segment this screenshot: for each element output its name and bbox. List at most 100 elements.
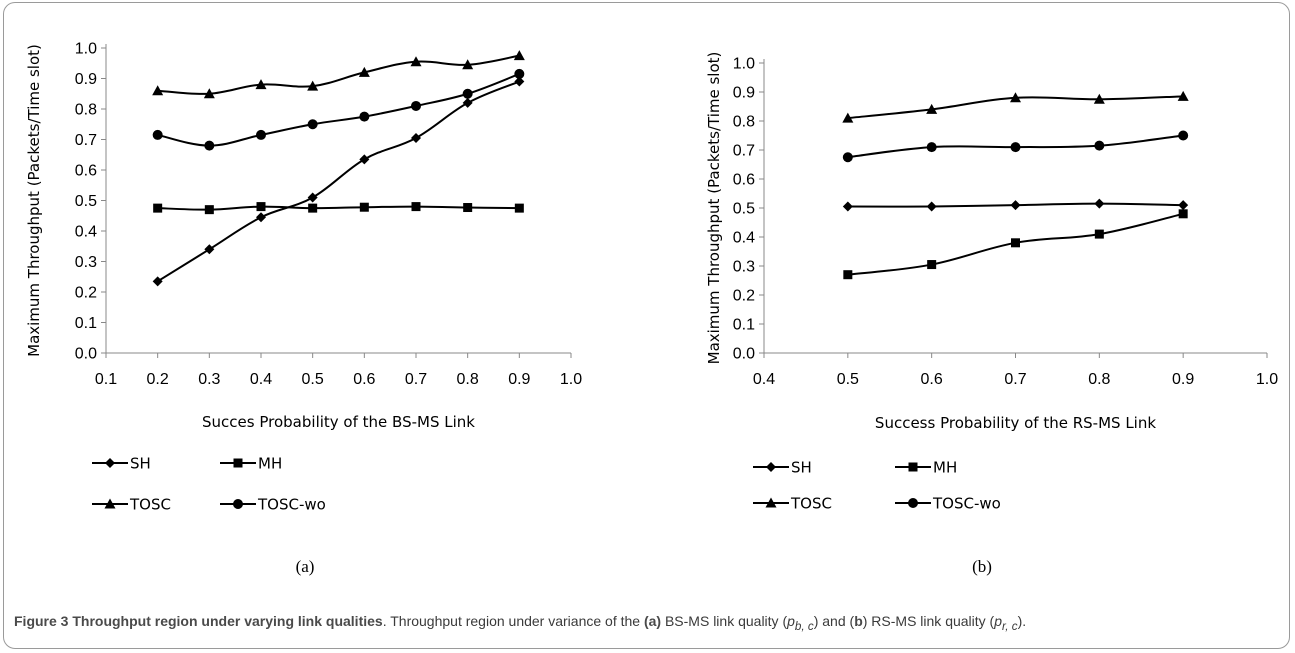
legend-marker-tosc xyxy=(765,497,777,508)
caption-text: . Throughput region under variance of th… xyxy=(382,613,644,629)
x-tick-label: 0.5 xyxy=(837,371,859,388)
legend-label-sh: SH xyxy=(130,455,151,473)
y-tick-label: 0.0 xyxy=(75,346,97,363)
x-tick-label: 0.1 xyxy=(95,371,117,388)
data-point-tosc xyxy=(842,112,854,123)
y-tick-label: 0.9 xyxy=(733,85,755,102)
data-point-tosc xyxy=(307,80,319,91)
data-point-mh xyxy=(359,202,369,212)
legend-label-tosc-wo: TOSC-wo xyxy=(257,496,326,514)
x-tick-label: 0.8 xyxy=(1088,371,1110,388)
caption-subscript: r, c xyxy=(1002,619,1018,633)
data-point-sh xyxy=(359,154,370,165)
x-tick-label: 0.8 xyxy=(457,371,479,388)
y-tick-label: 1.0 xyxy=(75,41,97,58)
x-tick-label: 0.4 xyxy=(250,371,272,388)
y-tick-label: 0.5 xyxy=(75,193,97,210)
x-tick-label: 0.4 xyxy=(753,371,775,388)
x-tick-label: 0.2 xyxy=(147,371,169,388)
x-tick-label: 0.7 xyxy=(405,371,427,388)
data-point-mh xyxy=(153,203,163,213)
x-tick-label: 0.7 xyxy=(1004,371,1026,388)
data-point-sh xyxy=(411,132,421,143)
y-tick-label: 0.8 xyxy=(75,102,97,119)
data-point-tosc-wo xyxy=(1010,142,1021,153)
y-tick-label: 0.7 xyxy=(75,132,97,149)
data-point-tosc-wo xyxy=(204,140,215,151)
x-tick-label: 0.9 xyxy=(508,371,530,388)
legend-marker-sh xyxy=(766,462,776,472)
series-line-sh xyxy=(157,80,520,283)
data-point-mh xyxy=(411,202,421,212)
data-point-tosc-wo xyxy=(514,68,525,79)
legend-label-mh: MH xyxy=(933,459,957,477)
data-point-tosc xyxy=(203,88,215,99)
data-point-tosc xyxy=(410,56,422,67)
data-point-tosc xyxy=(152,85,164,96)
data-point-mh xyxy=(308,203,318,213)
data-point-sh xyxy=(926,201,937,212)
data-point-tosc-wo xyxy=(1094,140,1105,151)
y-tick-label: 0.3 xyxy=(733,259,755,276)
caption-panel-b-ref: b xyxy=(854,613,863,629)
data-point-mh xyxy=(843,270,853,280)
legend-marker-mh xyxy=(233,458,243,468)
data-point-tosc xyxy=(1177,90,1189,101)
y-tick-label: 0.2 xyxy=(733,288,755,305)
x-tick-label: 0.9 xyxy=(1172,371,1194,388)
y-tick-label: 0.4 xyxy=(75,224,97,241)
x-tick-label: 0.3 xyxy=(198,371,220,388)
x-tick-label: 0.6 xyxy=(353,371,375,388)
y-tick-label: 0.8 xyxy=(733,114,755,131)
y-tick-label: 0.1 xyxy=(733,317,755,334)
data-point-sh xyxy=(1010,200,1021,211)
caption-text: ) RS-MS link quality ( xyxy=(862,613,995,629)
data-point-tosc xyxy=(462,59,474,70)
data-point-tosc-wo xyxy=(842,152,853,163)
x-tick-label: 0.5 xyxy=(302,371,324,388)
x-tick-label: 0.6 xyxy=(921,371,943,388)
data-point-tosc-wo xyxy=(462,88,473,99)
series-line-tosc-wo xyxy=(157,72,520,147)
data-point-mh xyxy=(463,203,473,213)
legend-label-sh: SH xyxy=(791,459,812,477)
legend-label-mh: MH xyxy=(258,455,282,473)
data-point-tosc-wo xyxy=(256,129,266,140)
chart-panel-a: 0.0 0.1 0.2 0.3 0.4 0.5 0.6 0.7 0.8 0.9 1.0 0.1 0.2 0… xyxy=(25,41,582,577)
data-point-sh xyxy=(842,201,853,212)
caption-title: Figure 3 Throughput region under varying… xyxy=(14,613,383,629)
caption-panel-a-ref: (a) xyxy=(643,613,662,629)
y-tick-label: 0.0 xyxy=(733,346,755,363)
caption-symbol: p xyxy=(994,613,1003,629)
data-point-sh xyxy=(1094,198,1105,209)
legend-marker-tosc xyxy=(104,498,116,509)
data-point-mh xyxy=(204,205,214,215)
legend-marker-tosc-wo xyxy=(908,498,918,508)
data-point-tosc xyxy=(926,103,938,114)
caption-symbol: p xyxy=(787,613,795,629)
data-point-sh xyxy=(307,192,318,203)
series-line-mh xyxy=(157,205,520,211)
data-point-tosc xyxy=(1093,93,1105,104)
y-tick-label: 0.5 xyxy=(733,201,755,218)
caption-text: ). xyxy=(1017,613,1027,629)
y-tick-label: 0.7 xyxy=(733,143,755,160)
data-point-tosc-wo xyxy=(307,119,318,130)
caption-text: ) and ( xyxy=(813,613,855,629)
y-tick-label: 0.9 xyxy=(75,71,97,88)
data-point-sh xyxy=(256,212,266,223)
legend-label-tosc: TOSC xyxy=(790,495,832,513)
data-point-mh xyxy=(514,203,524,213)
y-tick-label: 0.2 xyxy=(75,285,97,302)
data-point-sh xyxy=(152,276,163,287)
figure-frame xyxy=(3,2,1290,649)
x-axis-title: Succes Probability of the BS-MS Link xyxy=(202,413,475,431)
series-line-tosc xyxy=(157,54,520,95)
figure-caption: Figure 3 Throughput region under varying… xyxy=(14,611,1282,637)
legend-label-tosc: TOSC xyxy=(129,496,171,514)
legend-marker-mh xyxy=(908,462,918,472)
data-point-tosc-wo xyxy=(926,142,937,153)
y-axis-title: Maximum Throughput (Packets/Time slot) xyxy=(705,52,723,365)
x-axis-title: Success Probability of the RS-MS Link xyxy=(875,414,1156,432)
data-point-mh xyxy=(927,260,937,270)
